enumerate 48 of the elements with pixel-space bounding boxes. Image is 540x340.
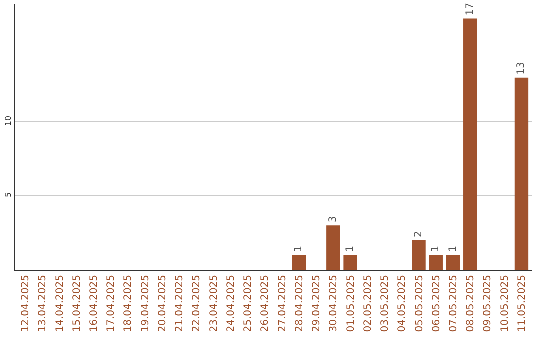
x-tick-label: 11.05.2025	[516, 275, 528, 332]
x-tick-label: 03.05.2025	[380, 275, 392, 332]
bar	[292, 255, 306, 270]
bar	[514, 78, 529, 270]
data-label: 1	[430, 246, 442, 252]
bar	[429, 255, 443, 270]
data-label: 13	[516, 62, 528, 75]
data-label: 17	[464, 3, 476, 16]
x-tick-label: 21.04.2025	[174, 275, 186, 332]
x-tick-label: 23.04.2025	[208, 275, 220, 332]
x-tick-label: 22.04.2025	[192, 275, 203, 332]
x-tick-label: 09.05.2025	[482, 275, 494, 332]
x-tick-label: 08.05.2025	[466, 275, 477, 332]
x-tick-label: 17.04.2025	[106, 275, 118, 332]
data-label: 1	[345, 246, 356, 252]
x-tick-label: 01.05.2025	[346, 275, 357, 332]
x-tick-label: 13.04.2025	[38, 275, 49, 332]
x-tick-label: 26.04.2025	[260, 275, 272, 332]
x-tick-label: 24.04.2025	[226, 275, 237, 332]
x-tick-label: 07.05.2025	[448, 275, 460, 332]
x-tick-label: 15.04.2025	[72, 275, 83, 332]
data-label: 2	[414, 231, 425, 238]
data-label: 3	[328, 216, 339, 223]
x-tick-label: 19.04.2025	[140, 275, 152, 332]
x-tick-label: 02.05.2025	[362, 275, 374, 332]
x-tick-label: 04.05.2025	[397, 275, 408, 332]
x-tick-label: 30.04.2025	[328, 275, 340, 332]
x-tick-label: 27.04.2025	[277, 275, 288, 332]
x-tick-label: 20.04.2025	[157, 275, 168, 332]
y-tick-label: 10	[4, 116, 13, 126]
x-tick-label: 06.05.2025	[431, 275, 442, 332]
bar	[344, 255, 358, 270]
x-tick-label: 25.04.2025	[243, 275, 254, 332]
x-tick-label: 28.04.2025	[294, 275, 306, 332]
x-tick-label: 18.04.2025	[123, 275, 134, 332]
x-tick-label: 10.05.2025	[500, 275, 511, 332]
x-tick-label: 05.05.2025	[414, 275, 426, 332]
x-tick-label: 16.04.2025	[89, 275, 100, 332]
x-tick-label: 29.04.2025	[312, 275, 323, 332]
x-tick-label: 12.04.2025	[20, 275, 32, 332]
bar	[412, 240, 426, 270]
bar	[464, 18, 478, 270]
data-label: 1	[294, 246, 305, 252]
bar	[446, 255, 460, 270]
bar	[326, 226, 340, 270]
x-tick-label: 14.04.2025	[54, 275, 66, 332]
data-label: 1	[448, 246, 459, 252]
y-tick-label: 5	[4, 192, 13, 198]
